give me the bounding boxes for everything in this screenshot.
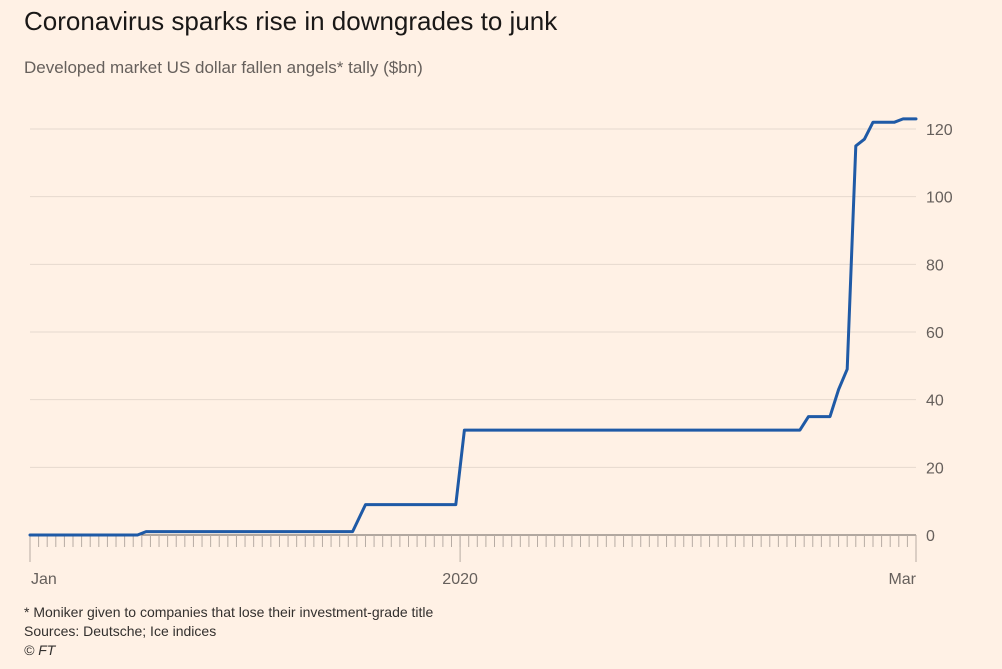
gridlines bbox=[30, 128, 916, 468]
credit: © FT bbox=[24, 642, 56, 658]
chart-subtitle: Developed market US dollar fallen angels… bbox=[24, 58, 423, 77]
y-tick-label-80: 80 bbox=[926, 257, 944, 274]
y-tick-label-20: 20 bbox=[926, 460, 944, 477]
x-tick-label-jan: Jan bbox=[31, 571, 57, 588]
chart-title: Coronavirus sparks rise in downgrades to… bbox=[24, 6, 558, 36]
series-line-0 bbox=[28, 117, 918, 537]
x-tick-label-mar: Mar bbox=[888, 571, 916, 588]
y-tick-label-60: 60 bbox=[926, 325, 944, 342]
y-axis-labels: 0 20 40 60 80 100 120 bbox=[926, 122, 953, 545]
sources: Sources: Deutsche; Ice indices bbox=[24, 623, 217, 639]
y-tick-label-100: 100 bbox=[926, 190, 953, 207]
y-tick-label-40: 40 bbox=[926, 393, 944, 410]
y-tick-label-0: 0 bbox=[926, 528, 935, 545]
x-tick-label-2020: 2020 bbox=[442, 571, 478, 588]
footnote: * Moniker given to companies that lose t… bbox=[24, 604, 434, 620]
line-chart: 0 20 40 60 80 100 120 Jan 2020 Mar bbox=[28, 117, 953, 588]
footnotes: * Moniker given to companies that lose t… bbox=[24, 603, 433, 660]
series-layer bbox=[28, 117, 918, 537]
x-axis-labels: Jan 2020 Mar bbox=[31, 571, 917, 588]
x-axis bbox=[29, 534, 917, 562]
y-tick-label-120: 120 bbox=[926, 122, 953, 139]
